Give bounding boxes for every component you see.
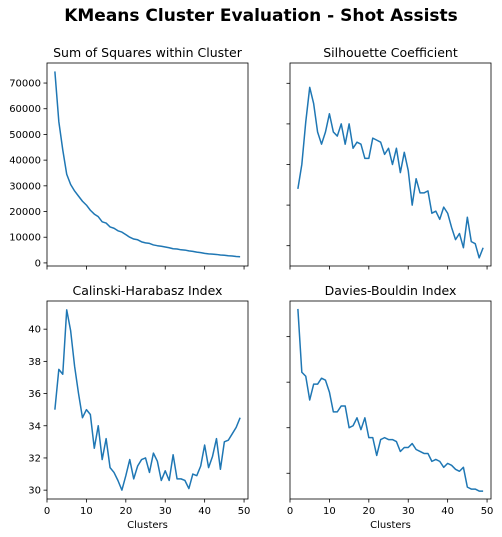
y-tick-label: 10000 bbox=[9, 233, 41, 244]
x-tick-label: 30 bbox=[159, 506, 172, 517]
series-line-calinski bbox=[54, 309, 241, 491]
x-axis-label-calinski: Clusters bbox=[127, 520, 168, 531]
x-tick-label: 40 bbox=[441, 506, 454, 517]
axes-frame-silhouette bbox=[289, 62, 492, 267]
x-tick-label: 0 bbox=[287, 506, 293, 517]
y-tick-label: 50000 bbox=[9, 130, 41, 141]
y-tick-label: 34 bbox=[28, 421, 41, 432]
y-tick-label: 0 bbox=[35, 258, 41, 269]
series-line-davies bbox=[297, 308, 484, 492]
axes-frame-calinski bbox=[46, 300, 249, 500]
y-tick-label: 30000 bbox=[9, 181, 41, 192]
x-axis-label-davies: Clusters bbox=[370, 520, 411, 531]
y-tick-label: 70000 bbox=[9, 79, 41, 90]
x-tick-label: 50 bbox=[238, 506, 251, 517]
panel-wss: Sum of Squares within Cluster 0 10000 20000… bbox=[9, 45, 249, 270]
y-tick-label: 20000 bbox=[9, 207, 41, 218]
y-tick-label: 38 bbox=[28, 357, 41, 368]
x-tick-label: 0 bbox=[44, 506, 50, 517]
figure-title: KMeans Cluster Evaluation - Shot Assists bbox=[64, 6, 458, 26]
panel-title-silhouette: Silhouette Coefficient bbox=[323, 45, 458, 60]
panel-title-calinski: Calinski-Harabasz Index bbox=[73, 283, 223, 298]
y-tick-label: 30 bbox=[28, 486, 41, 497]
axes-frame-wss bbox=[46, 62, 249, 267]
x-tick-label: 40 bbox=[198, 506, 211, 517]
x-tick-label: 10 bbox=[80, 506, 93, 517]
series-line-silhouette bbox=[297, 86, 484, 259]
y-tick-label: 60000 bbox=[9, 104, 41, 115]
panel-calinski: Calinski-Harabasz Index 0 10 20 30 40 50 30 32 34… bbox=[28, 283, 250, 531]
y-tick-label: 36 bbox=[28, 389, 41, 400]
x-tick-label: 20 bbox=[119, 506, 132, 517]
x-tick-label: 30 bbox=[402, 506, 415, 517]
panel-title-davies: Davies-Bouldin Index bbox=[325, 283, 457, 298]
panel-title-wss: Sum of Squares within Cluster bbox=[53, 45, 243, 60]
axes-frame-davies bbox=[289, 300, 492, 500]
panel-davies: Davies-Bouldin Index 0 10 20 30 40 50 Clusters bbox=[286, 283, 494, 531]
x-tick-label: 50 bbox=[481, 506, 494, 517]
x-tick-label: 20 bbox=[362, 506, 375, 517]
y-tick-label: 40 bbox=[28, 325, 41, 336]
panel-silhouette: Silhouette Coefficient bbox=[286, 45, 492, 270]
panels: Sum of Squares within Cluster 0 10000 20000… bbox=[9, 45, 493, 531]
x-tick-label: 10 bbox=[323, 506, 336, 517]
series-line-wss bbox=[54, 71, 241, 258]
y-tick-label: 32 bbox=[28, 453, 41, 464]
y-tick-label: 40000 bbox=[9, 156, 41, 167]
